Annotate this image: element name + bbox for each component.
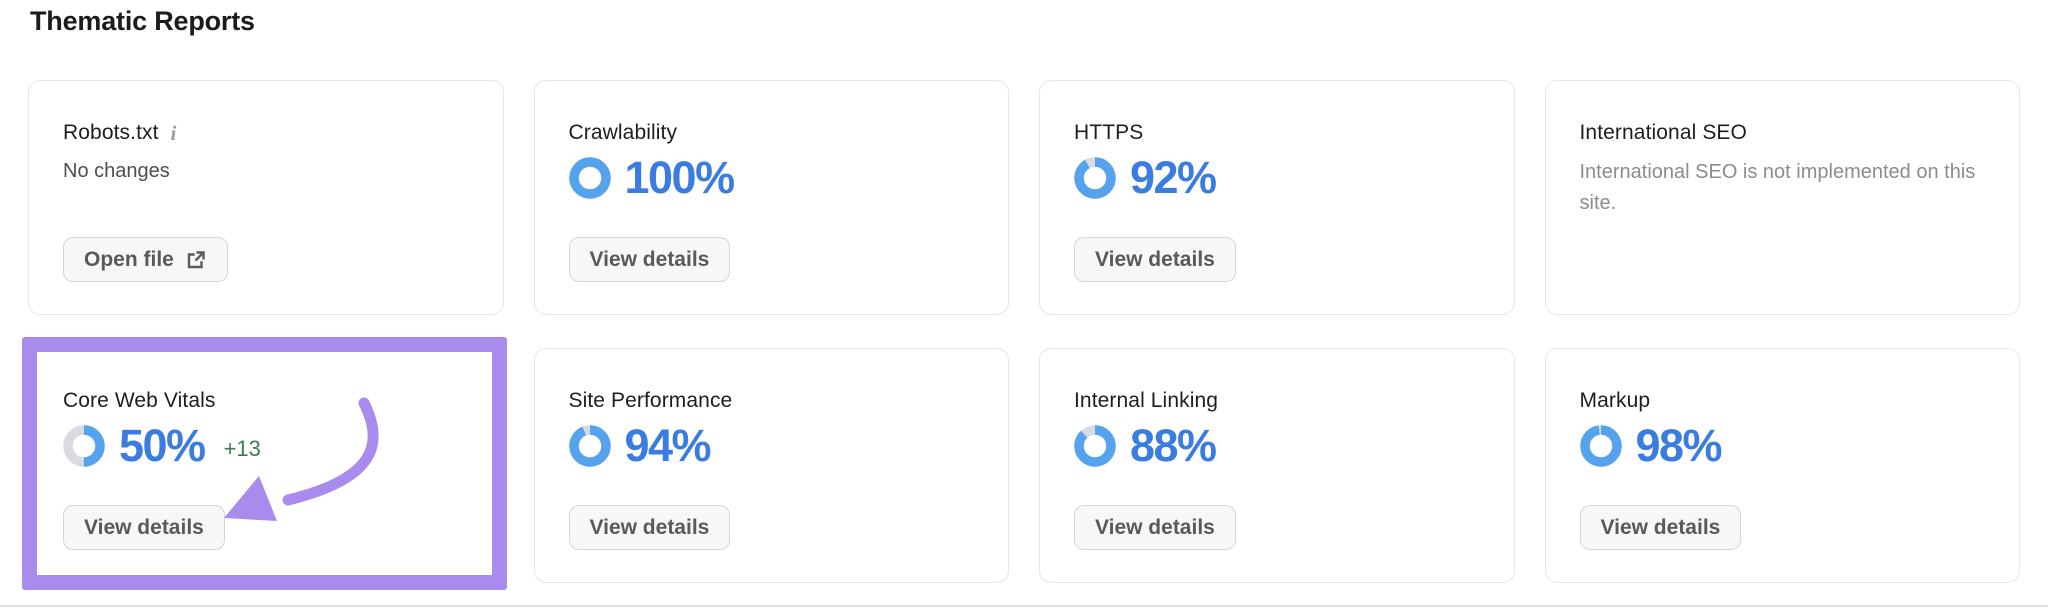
score-value-internal-linking: 88%: [1130, 420, 1217, 471]
card-title-internal-linking: Internal Linking: [1074, 389, 1219, 412]
card-title-core-web-vitals: Core Web Vitals: [63, 389, 216, 412]
view-details-button-markup[interactable]: View details: [1579, 505, 1742, 550]
score-donut-site-performance: [568, 424, 611, 467]
view-details-button-site-performance[interactable]: View details: [568, 505, 731, 550]
card-robots-txt: Robots.txt i No changes Open file: [28, 80, 504, 315]
card-markup: Markup 98% View details: [1544, 348, 2020, 583]
view-details-label: View details: [589, 247, 710, 271]
view-details-label: View details: [1095, 247, 1215, 271]
open-file-button[interactable]: Open file: [63, 237, 228, 282]
score-value-https: 92%: [1130, 152, 1217, 203]
view-details-label: View details: [1600, 515, 1721, 539]
international-seo-description: International SEO is not implemented on …: [1579, 161, 1976, 214]
reports-grid: Robots.txt i No changes Open file Crawla…: [28, 80, 2020, 583]
score-donut-markup: [1579, 424, 1622, 467]
robots-status-text: No changes: [63, 160, 170, 182]
card-site-performance: Site Performance 94% View details: [533, 348, 1009, 583]
score-value-core-web-vitals: 50%: [119, 420, 206, 471]
view-details-button-internal-linking[interactable]: View details: [1074, 505, 1236, 550]
card-title-markup: Markup: [1579, 389, 1651, 412]
card-crawlability: Crawlability 100% View details: [533, 80, 1009, 315]
score-delta-badge: +13: [223, 435, 261, 461]
open-file-button-label: Open file: [84, 247, 174, 271]
card-https: HTTPS 92% View details: [1039, 80, 1515, 315]
card-title-robots-txt: Robots.txt: [63, 121, 159, 144]
score-donut-core-web-vitals: [63, 424, 105, 467]
view-details-label: View details: [1095, 515, 1215, 539]
card-internal-linking: Internal Linking 88% View details: [1039, 348, 1515, 583]
view-details-button-https[interactable]: View details: [1074, 237, 1236, 282]
external-link-icon: [187, 250, 205, 268]
view-details-label: View details: [84, 515, 204, 539]
section-title: Thematic Reports: [30, 6, 255, 36]
card-title-international-seo: International SEO: [1579, 121, 1747, 144]
view-details-button-core-web-vitals[interactable]: View details: [63, 505, 225, 550]
score-donut-https: [1074, 156, 1116, 199]
view-details-label: View details: [589, 515, 710, 539]
card-title-site-performance: Site Performance: [568, 389, 733, 412]
score-value-markup: 98%: [1635, 420, 1723, 471]
info-icon[interactable]: i: [170, 121, 177, 145]
card-title-https: HTTPS: [1074, 121, 1144, 144]
card-title-crawlability: Crawlability: [568, 121, 678, 144]
bottom-divider: [0, 605, 2048, 607]
card-international-seo: International SEO International SEO is n…: [1544, 80, 2020, 315]
card-core-web-vitals: Core Web Vitals 50% +13 View details: [28, 348, 504, 583]
view-details-button-crawlability[interactable]: View details: [568, 237, 731, 282]
score-donut-internal-linking: [1074, 424, 1116, 467]
score-value-crawlability: 100%: [624, 152, 736, 203]
score-donut-crawlability: [568, 156, 611, 199]
score-value-site-performance: 94%: [624, 420, 712, 471]
